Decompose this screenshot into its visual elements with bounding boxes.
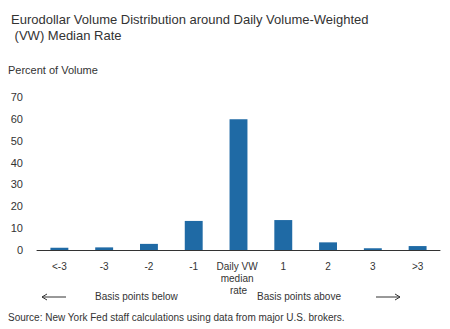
svg-text:-2: -2 (144, 261, 153, 272)
svg-text:Daily VW: Daily VW (217, 261, 261, 272)
svg-text:70: 70 (11, 91, 23, 103)
svg-text:Source: New York Fed staff cal: Source: New York Fed staff calculations … (8, 312, 345, 323)
svg-text:2: 2 (325, 261, 331, 272)
svg-text:<-3: <-3 (52, 261, 67, 272)
svg-text:(VW) Median Rate: (VW) Median Rate (11, 28, 122, 43)
svg-text:Eurodollar Volume Distribution: Eurodollar Volume Distribution around Da… (11, 12, 368, 27)
svg-text:rate: rate (230, 285, 248, 296)
svg-text:-3: -3 (100, 261, 109, 272)
svg-text:median: median (221, 273, 257, 284)
svg-text:40: 40 (11, 157, 23, 169)
svg-text:1: 1 (280, 261, 286, 272)
svg-text:>3: >3 (412, 261, 424, 272)
svg-text:3: 3 (370, 261, 376, 272)
svg-text:Basis points above: Basis points above (257, 291, 341, 302)
svg-text:30: 30 (11, 178, 23, 190)
svg-text:20: 20 (11, 200, 23, 212)
svg-text:0: 0 (17, 244, 23, 256)
svg-text:60: 60 (11, 113, 23, 125)
svg-text:50: 50 (11, 135, 23, 147)
svg-text:Percent of Volume: Percent of Volume (8, 64, 98, 76)
svg-text:-1: -1 (189, 261, 198, 272)
svg-text:10: 10 (11, 222, 23, 234)
svg-text:Basis points below: Basis points below (95, 291, 179, 302)
